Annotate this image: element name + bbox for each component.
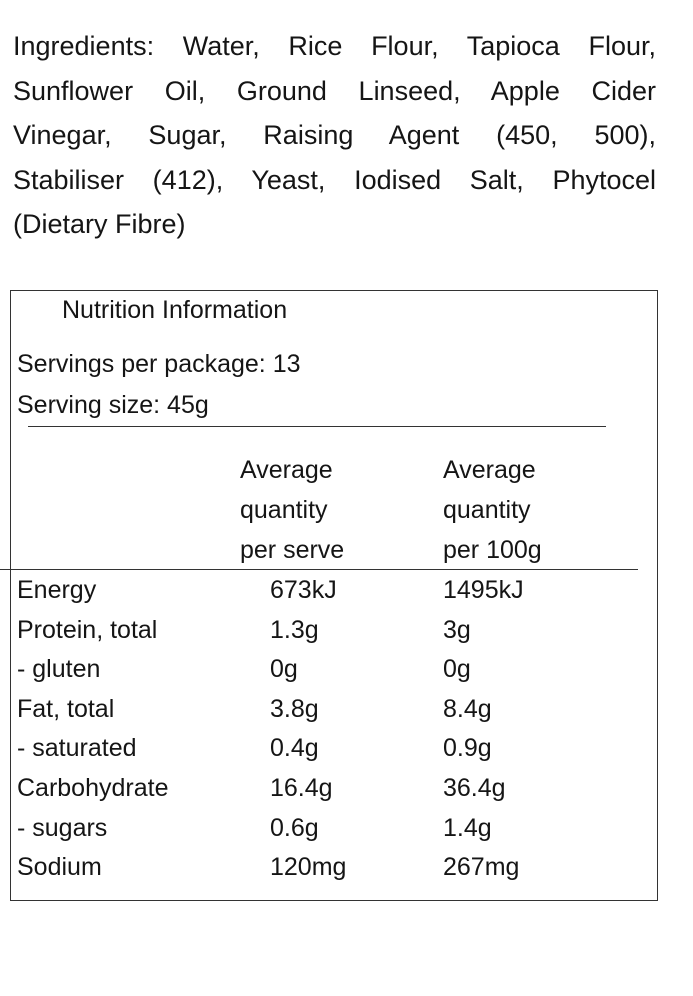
ingredient-line: Ingredients: Water, Rice Flour, Tapioca … xyxy=(13,31,656,61)
column-header: per 100g xyxy=(443,536,542,564)
ingredient-line: (Dietary Fibre) xyxy=(13,209,186,239)
nutrient-value: 0g xyxy=(443,655,471,684)
nutrient-name: - sugars xyxy=(17,813,108,842)
nutrition-title: Nutrition Information xyxy=(62,296,288,324)
column-header: quantity xyxy=(443,496,531,524)
ingredient-line: Vinegar, Sugar, Raising Agent (450, 500)… xyxy=(13,120,656,150)
divider xyxy=(0,569,638,570)
column-header: Average xyxy=(240,456,333,484)
nutrient-value: 1.3g xyxy=(270,615,319,644)
nutrient-value: 267mg xyxy=(443,853,520,882)
nutrient-value: 3.8g xyxy=(270,694,319,723)
nutrient-name: Energy xyxy=(17,576,97,604)
nutrient-value: 0.6g xyxy=(270,813,319,842)
nutrient-value: 0.9g xyxy=(443,734,492,763)
divider xyxy=(28,426,606,427)
nutrient-name: - saturated xyxy=(17,734,137,763)
nutrient-value: 673kJ xyxy=(270,576,337,604)
nutrient-value: 0g xyxy=(270,655,298,684)
nutrient-value: 1495kJ xyxy=(443,576,524,604)
column-header: quantity xyxy=(240,496,328,524)
nutrient-value: 16.4g xyxy=(270,774,333,802)
nutrient-value: 120mg xyxy=(270,853,347,882)
ingredient-line: Sunflower Oil, Ground Linseed, Apple Cid… xyxy=(13,75,656,106)
servings: Servings per package: 13 xyxy=(17,350,301,378)
serving-size: Serving size: 45g xyxy=(17,391,209,419)
nutrition-panel xyxy=(10,290,658,901)
column-header: Average xyxy=(443,456,536,484)
nutrient-value: 0.4g xyxy=(270,734,319,763)
nutrient-value: 3g xyxy=(443,615,471,644)
ingredient-line: Stabiliser (412), Yeast, Iodised Salt, P… xyxy=(13,164,656,195)
nutrient-value: 8.4g xyxy=(443,694,492,723)
nutrient-name: - gluten xyxy=(17,655,101,684)
column-header: per serve xyxy=(240,536,345,564)
nutrient-name: Sodium xyxy=(17,853,102,882)
nutrient-value: 1.4g xyxy=(443,813,492,842)
nutrient-name: Fat, total xyxy=(17,694,115,723)
nutrient-value: 36.4g xyxy=(443,774,506,802)
nutrient-name: Carbohydrate xyxy=(17,774,169,802)
nutrient-name: Protein, total xyxy=(17,615,158,644)
